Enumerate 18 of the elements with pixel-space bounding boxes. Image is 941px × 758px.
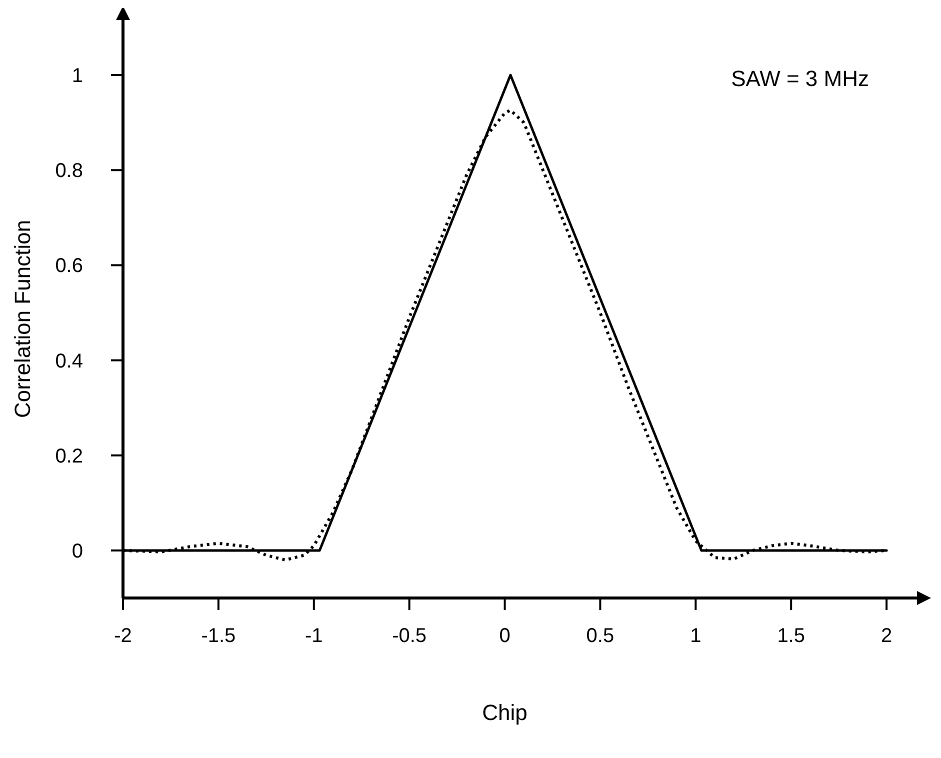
x-tick-label: -2 — [114, 625, 132, 647]
x-tick-label: -0.5 — [392, 625, 427, 647]
x-tick-label: 0.5 — [586, 625, 614, 647]
annotation: SAW = 3 MHz — [731, 66, 869, 91]
y-tick-label: 0.2 — [55, 445, 83, 468]
y-tick-label: 1 — [72, 65, 83, 88]
x-tick-label: -1.5 — [201, 625, 236, 647]
x-tick-label: 1 — [690, 625, 702, 647]
y-tick-label: 0 — [72, 540, 83, 562]
y-axis-title: Correlation Function — [10, 220, 35, 418]
y-tick-label: 0.6 — [55, 255, 83, 278]
x-tick-label: 2 — [880, 625, 892, 647]
y-tick-label: 0.4 — [55, 350, 83, 372]
x-tick-label: -1 — [304, 625, 323, 647]
y-tick-label: 0.8 — [55, 160, 83, 182]
x-tick-label: 1.5 — [777, 625, 806, 647]
x-tick-label: 0 — [499, 625, 510, 647]
x-axis-title: Chip — [482, 700, 528, 725]
